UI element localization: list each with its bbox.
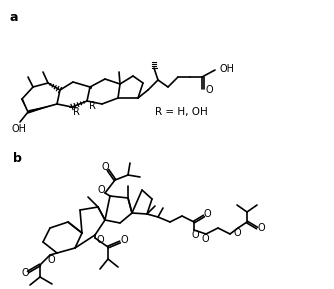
Text: ̅R: ̅R bbox=[74, 107, 81, 117]
Text: O: O bbox=[233, 228, 241, 238]
Text: OH: OH bbox=[220, 64, 235, 74]
Text: O: O bbox=[257, 223, 265, 233]
Text: b: b bbox=[13, 152, 22, 165]
Text: a: a bbox=[10, 11, 18, 24]
Polygon shape bbox=[21, 98, 28, 112]
Text: OH: OH bbox=[11, 124, 26, 134]
Text: O: O bbox=[201, 234, 209, 244]
Text: O: O bbox=[97, 185, 105, 195]
Text: O: O bbox=[47, 255, 55, 265]
Text: R: R bbox=[89, 101, 96, 111]
Text: O: O bbox=[21, 268, 29, 278]
Text: O: O bbox=[203, 209, 211, 219]
Text: O: O bbox=[96, 235, 104, 245]
Text: O: O bbox=[101, 162, 109, 172]
Text: R = H, OH: R = H, OH bbox=[155, 107, 208, 117]
Text: O: O bbox=[206, 85, 214, 95]
Text: O: O bbox=[191, 230, 199, 240]
Polygon shape bbox=[27, 104, 57, 114]
Text: O: O bbox=[120, 235, 128, 245]
